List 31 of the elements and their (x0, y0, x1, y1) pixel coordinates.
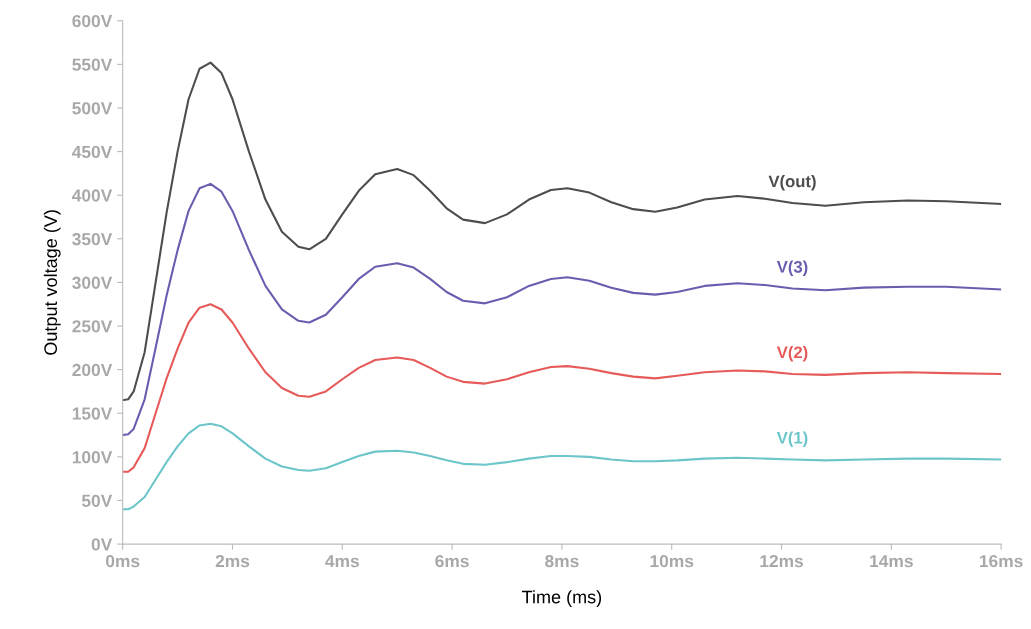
x-tick-label: 16ms (979, 554, 1023, 568)
x-tick-label: 12ms (760, 554, 803, 568)
series-label: V(out) (768, 175, 816, 191)
y-tick-label: 300V (72, 276, 113, 289)
x-tick-label: 14ms (870, 555, 913, 568)
y-tick-label: 600V (72, 14, 113, 28)
y-tick-label: 150V (72, 407, 113, 420)
line-series (122, 61, 1002, 402)
line-series (122, 303, 1002, 473)
y-tick-label: 50V (81, 494, 113, 507)
line-series (122, 422, 1002, 511)
series-label: V(1) (776, 431, 808, 447)
series-label: V(2) (776, 345, 808, 362)
y-tick-label: 250V (72, 320, 113, 333)
y-tick-label: 200V (72, 363, 113, 377)
x-tick-label: 0ms (106, 554, 140, 568)
series-label: V(3) (776, 260, 808, 277)
x-tick-label: 8ms (545, 554, 579, 568)
y-axis-title: Output voltage (V) (43, 210, 61, 355)
y-tick-label: 100V (72, 451, 113, 464)
x-axis-title: Time (ms) (522, 590, 602, 607)
x-tick-label: 2ms (215, 554, 250, 568)
y-tick-label: 500V (72, 102, 113, 115)
x-tick-label: 6ms (435, 554, 469, 568)
y-tick-label: 400V (71, 189, 113, 202)
y-tick-label: 350V (72, 232, 113, 246)
y-tick-label: 450V (71, 145, 113, 159)
x-tick-label: 10ms (650, 554, 694, 568)
y-tick-label: 550V (72, 58, 113, 71)
x-tick-label: 4ms (325, 555, 359, 568)
y-tick-label: 0V (91, 538, 113, 551)
